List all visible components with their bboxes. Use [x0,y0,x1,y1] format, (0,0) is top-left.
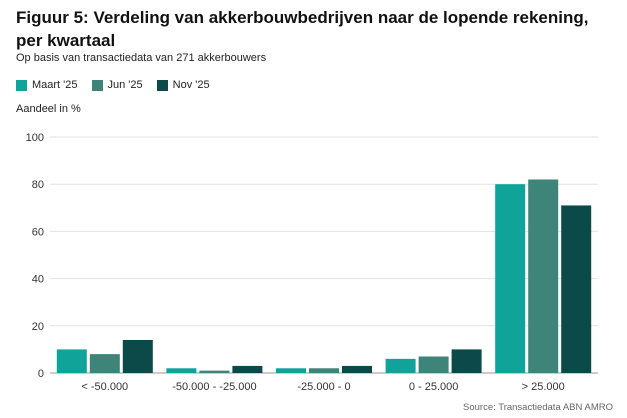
legend-item-jun[interactable]: Jun '25 [91,79,143,91]
bar-1-series-3[interactable] [122,339,153,373]
y-tick-label: 20 [32,321,44,333]
y-tick-label: 100 [26,132,44,144]
x-tick-label: 0 - 25.000 [409,381,459,393]
x-tick-label: < -50.000 [81,381,128,393]
bar-5-series-3[interactable] [561,205,592,373]
y-axis-ticks: 0 20 40 60 80 100 [26,132,44,380]
bar-4-series-1[interactable] [385,358,416,373]
legend-swatch-maart [16,79,27,91]
bar-1-series-2[interactable] [89,354,120,373]
x-tick-label: -25.000 - 0 [297,381,350,393]
y-tick-label: 0 [38,368,44,380]
bar-5-series-2[interactable] [528,179,559,373]
bar-4-series-2[interactable] [418,356,449,373]
bar-3-series-2[interactable] [309,368,339,373]
legend-swatch-nov [156,79,168,91]
legend-label-maart: Maart '25 [32,79,78,91]
x-axis-ticks: < -50.000 -50.000 - -25.000 -25.000 - 0 0 -… [81,381,564,393]
y-tick-label: 80 [32,179,44,191]
x-tick-label: > 25.000 [522,381,565,393]
y-axis-label: Aandeel in % [16,103,81,115]
bar-3-series-1[interactable] [276,368,306,373]
chart-subtitle: Op basis van transactiedata van 271 akke… [16,52,267,64]
chart-legend: Maart '25 Jun '25 Nov '25 [16,79,224,91]
x-tick-label: -50.000 - -25.000 [172,381,256,393]
legend-swatch-jun [91,79,103,91]
y-tick-label: 40 [32,274,44,286]
bar-2-series-2[interactable] [199,370,230,373]
bar-4-series-3[interactable] [451,349,482,373]
y-tick-label: 60 [32,226,44,238]
legend-item-nov[interactable]: Nov '25 [156,79,210,91]
bars [56,179,592,373]
legend-item-maart[interactable]: Maart '25 [16,79,78,91]
chart-title: Figuur 5: Verdeling van akkerbouwbedrijv… [16,8,589,50]
bar-2-series-3[interactable] [232,365,263,373]
legend-label-nov: Nov '25 [172,79,210,91]
bar-5-series-1[interactable] [495,184,526,373]
bar-1-series-1[interactable] [56,349,87,373]
source-note: Source: Transactiedata ABN AMRO [463,402,613,413]
bar-2-series-1[interactable] [166,368,197,373]
legend-label-jun: Jun '25 [107,79,143,91]
bar-3-series-3[interactable] [342,365,372,373]
